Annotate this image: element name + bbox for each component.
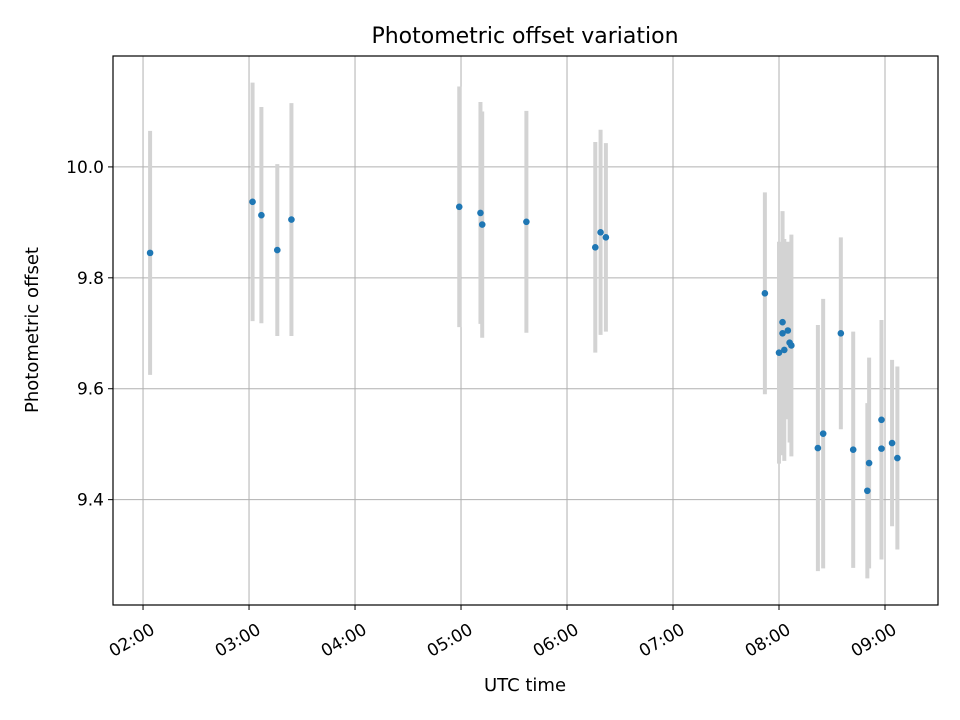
data-point bbox=[888, 439, 896, 447]
data-point bbox=[864, 487, 871, 495]
data-point bbox=[894, 454, 901, 462]
data-point bbox=[878, 416, 885, 424]
data-point bbox=[781, 346, 788, 354]
data-point bbox=[849, 446, 857, 454]
data-points bbox=[146, 198, 901, 495]
data-point bbox=[288, 216, 295, 223]
x-tick-label: 09:00 bbox=[848, 620, 900, 662]
x-axis: 02:00 03:00 04:00 05:00 06:00 07:00 08:00 09:00 bbox=[106, 605, 900, 662]
y-tick-label: 9.8 bbox=[77, 269, 104, 289]
data-point bbox=[523, 218, 530, 226]
data-point bbox=[814, 444, 822, 452]
data-point bbox=[775, 349, 783, 356]
data-point bbox=[761, 290, 769, 297]
data-point bbox=[602, 234, 610, 241]
data-point bbox=[779, 329, 786, 337]
data-point bbox=[477, 209, 484, 217]
x-tick-label: 02:00 bbox=[106, 620, 158, 662]
chart-title: Photometric offset variation bbox=[371, 24, 678, 49]
data-point bbox=[878, 445, 885, 452]
y-tick-label: 10.0 bbox=[66, 158, 104, 178]
y-tick-label: 9.6 bbox=[77, 380, 104, 400]
y-axis: 9.4 9.6 9.8 10.0 bbox=[66, 158, 113, 511]
data-point bbox=[273, 246, 281, 254]
x-tick-label: 05:00 bbox=[424, 620, 476, 662]
data-point bbox=[455, 203, 463, 211]
x-tick-label: 04:00 bbox=[318, 620, 370, 662]
x-axis-label: UTC time bbox=[484, 675, 566, 696]
data-point bbox=[865, 459, 873, 467]
x-tick-label: 03:00 bbox=[212, 620, 264, 662]
data-point bbox=[591, 244, 599, 251]
data-point bbox=[779, 318, 786, 326]
data-point bbox=[478, 221, 486, 228]
data-point bbox=[788, 342, 795, 349]
data-point bbox=[597, 229, 604, 236]
plot-frame bbox=[112, 55, 939, 606]
y-axis-label: Photometric offset bbox=[22, 247, 43, 413]
data-point bbox=[784, 327, 792, 334]
data-point bbox=[258, 211, 265, 219]
x-tick-label: 07:00 bbox=[636, 620, 688, 662]
y-tick-label: 9.4 bbox=[77, 491, 104, 511]
data-point bbox=[146, 249, 154, 257]
data-point bbox=[249, 198, 256, 206]
data-point bbox=[819, 430, 827, 437]
x-tick-label: 06:00 bbox=[530, 620, 582, 662]
x-tick-label: 08:00 bbox=[742, 620, 794, 662]
data-point bbox=[837, 329, 845, 337]
